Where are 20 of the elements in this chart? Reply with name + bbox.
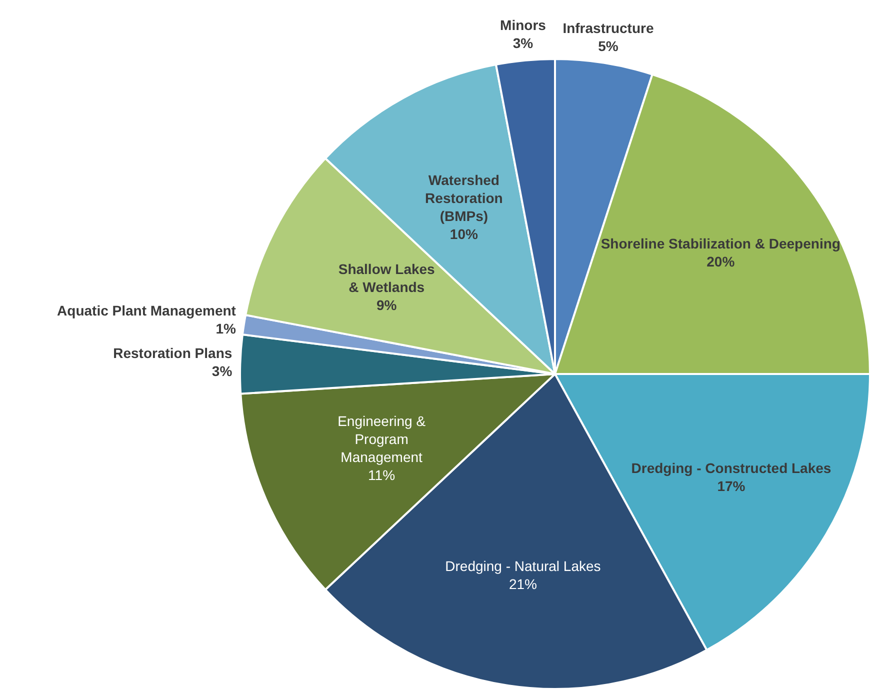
slice-label: Dredging - Constructed Lakes: [631, 460, 832, 476]
slice-label: Watershed Restoration (BMPs): [425, 172, 503, 224]
data-label: 21%: [508, 576, 537, 592]
slice-label: Shallow Lakes & Wetlands: [338, 261, 436, 296]
slice-label: Shoreline Stabilization & Deepening: [600, 236, 840, 252]
data-label: 9%: [376, 297, 398, 314]
slice-label: Restoration Plans: [113, 345, 232, 362]
slice-label: Aquatic Plant Management: [57, 302, 236, 319]
data-label: 3%: [212, 363, 233, 380]
data-label: 1%: [216, 320, 237, 337]
data-label: 3%: [512, 35, 534, 52]
slice-label: Engineering & Program Management: [338, 412, 426, 465]
data-label: 5%: [598, 38, 619, 54]
data-label: 10%: [450, 226, 479, 242]
slice-label: Infrastructure: [562, 20, 654, 36]
slice-label: Minors: [500, 17, 546, 34]
slice-label: Dredging - Natural Lakes: [445, 558, 601, 574]
data-label: 17%: [717, 478, 746, 494]
data-label: 20%: [706, 254, 736, 270]
data-label: 11%: [368, 466, 396, 483]
